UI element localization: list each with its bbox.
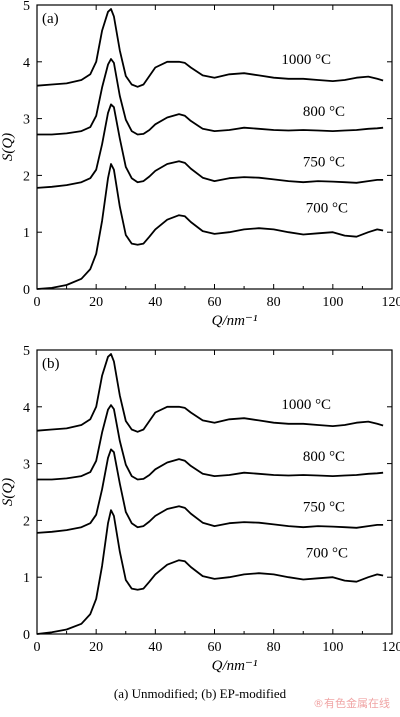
- series-line: [37, 404, 384, 481]
- series-line: [36, 163, 384, 290]
- y-tick-label: 0: [23, 283, 30, 298]
- y-tick-label: 4: [23, 56, 30, 71]
- x-tick-label: 60: [208, 295, 222, 310]
- x-tick-label: 80: [267, 640, 281, 655]
- panel-label: (b): [42, 356, 60, 372]
- y-tick-label: 2: [23, 514, 30, 529]
- x-tick-label: 40: [148, 640, 162, 655]
- x-tick-label: 100: [322, 640, 343, 655]
- series-label: 800 °C: [303, 449, 345, 465]
- x-tick-label: 20: [89, 295, 103, 310]
- x-tick-label: 120: [382, 295, 400, 310]
- y-tick-label: 3: [23, 113, 30, 128]
- y-tick-label: 2: [23, 169, 30, 184]
- x-axis-label: Q/nm⁻¹: [212, 313, 258, 329]
- series-label: 1000 °C: [281, 52, 331, 68]
- y-tick-label: 1: [23, 226, 30, 241]
- y-tick-label: 4: [23, 401, 30, 416]
- series-line: [36, 103, 384, 189]
- y-tick-label: 3: [23, 458, 30, 473]
- x-tick-label: 40: [148, 295, 162, 310]
- series-line: [36, 353, 384, 433]
- x-axis-label: Q/nm⁻¹: [212, 658, 258, 674]
- chart-panel-b: 0 20 40 60 80 100 120 0 1 2 3 4 5 (b) Q/nm⁻¹ S(Q) 700 °C…: [0, 344, 400, 674]
- series-label: 700 °C: [306, 545, 348, 561]
- x-tick-label: 120: [382, 640, 400, 655]
- x-tick-label: 80: [267, 295, 281, 310]
- watermark: ®有色金属在线: [313, 697, 390, 710]
- series-label: 750 °C: [303, 154, 345, 170]
- y-tick-label: 5: [23, 344, 30, 359]
- series-label: 700 °C: [306, 200, 348, 216]
- series-label: 1000 °C: [281, 397, 331, 413]
- y-axis-label: S(Q): [0, 478, 16, 506]
- y-tick-label: 5: [23, 0, 30, 14]
- y-tick-label: 1: [23, 571, 30, 586]
- y-axis-label: S(Q): [0, 133, 16, 161]
- series-label: 750 °C: [303, 499, 345, 515]
- x-tick-label: 20: [89, 640, 103, 655]
- figure-caption: (a) Unmodified; (b) EP-modified: [113, 686, 287, 701]
- panel-label: (a): [42, 11, 59, 27]
- plot-frame: [36, 4, 393, 290]
- y-tick-label: 0: [23, 628, 30, 643]
- series-line: [37, 58, 384, 136]
- chart-panel-a: 0 20 40 60 80 100 120 0 1 2 3 4 5 (a) Q/nm⁻¹ S(Q) 700 °C…: [0, 0, 400, 329]
- x-tick-label: 0: [34, 640, 41, 655]
- x-tick-label: 60: [208, 640, 222, 655]
- series-label: 800 °C: [303, 104, 345, 120]
- series-line: [36, 448, 384, 534]
- plot-frame: [36, 349, 393, 635]
- series-line: [36, 509, 384, 635]
- x-tick-label: 0: [34, 295, 41, 310]
- x-tick-label: 100: [322, 295, 343, 310]
- series-line: [36, 8, 384, 88]
